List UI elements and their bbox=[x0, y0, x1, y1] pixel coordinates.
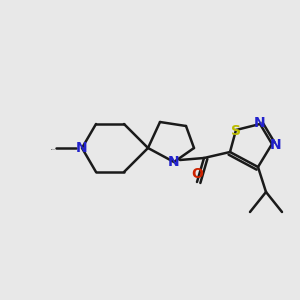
Text: N: N bbox=[168, 155, 180, 169]
Text: N: N bbox=[76, 141, 88, 155]
Text: O: O bbox=[191, 167, 203, 181]
Text: N: N bbox=[254, 116, 266, 130]
Text: N: N bbox=[270, 138, 282, 152]
Text: S: S bbox=[231, 124, 241, 138]
Text: methyl: methyl bbox=[51, 148, 56, 150]
